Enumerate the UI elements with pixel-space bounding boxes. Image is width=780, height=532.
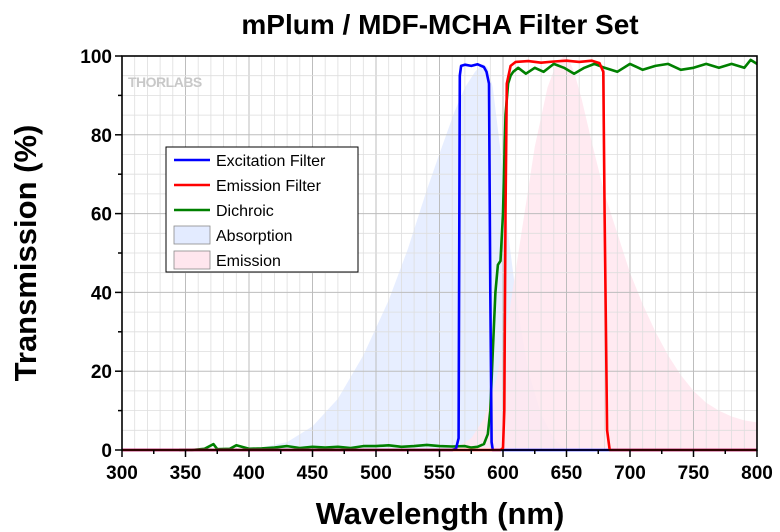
x-tick-label: 400: [233, 463, 265, 484]
y-tick-label: 40: [91, 283, 112, 304]
legend-label-absorption: Absorption: [216, 228, 293, 245]
x-tick-label: 450: [297, 463, 329, 484]
x-tick-label: 600: [487, 463, 519, 484]
x-axis-label: Wavelength (nm): [316, 496, 565, 531]
legend-label-emission: Emission: [216, 253, 281, 270]
y-tick-label: 100: [80, 47, 112, 68]
x-tick-label: 700: [614, 463, 646, 484]
x-tick-label: 650: [551, 463, 583, 484]
y-tick-label: 80: [91, 126, 112, 147]
x-tick-label: 550: [424, 463, 456, 484]
x-tick-label: 500: [360, 463, 392, 484]
legend-swatch-emission: [173, 250, 211, 270]
x-tick-label: 800: [741, 463, 773, 484]
y-tick-label: 60: [91, 205, 112, 226]
x-axis-ticks: 300 350 400 450 500 550 600 650 700 750 800: [106, 450, 773, 484]
legend-label-emission-filter: Emission Filter: [216, 178, 322, 195]
legend: Excitation Filter Emission Filter Dichroic…: [165, 146, 359, 273]
plot-lines: [122, 58, 758, 452]
y-tick-label: 0: [101, 441, 112, 462]
line-dichroic: [179, 58, 758, 452]
chart-title: mPlum / MDF-MCHA Filter Set: [241, 9, 638, 40]
y-axis-label: Transmission (%): [8, 125, 43, 382]
thorlabs-logo: THORLABS: [128, 74, 202, 90]
area-absorption: [122, 63, 567, 451]
line-emission-filter: [122, 59, 757, 452]
line-excitation-filter: [122, 63, 757, 452]
y-axis-ticks: 0 20 40 60 80 100: [80, 47, 122, 462]
legend-label-dichroic: Dichroic: [216, 203, 274, 220]
x-tick-label: 300: [106, 463, 138, 484]
legend-swatch-absorption: [173, 225, 211, 245]
legend-label-excitation-filter: Excitation Filter: [216, 153, 326, 170]
x-tick-label: 350: [170, 463, 202, 484]
x-tick-label: 750: [678, 463, 710, 484]
y-tick-label: 20: [91, 362, 112, 383]
